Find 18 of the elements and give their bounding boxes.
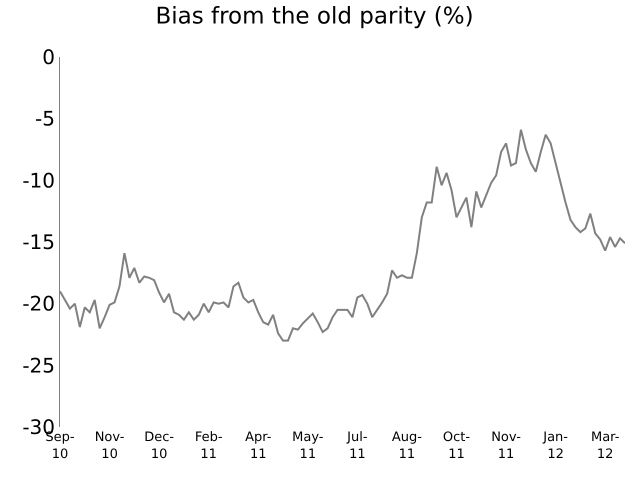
y-tick-label: -15 (22, 230, 55, 254)
y-tick-label: -10 (22, 168, 55, 192)
x-tick-label: Nov-10 (94, 430, 125, 462)
x-tick-label: Jan-12 (542, 430, 568, 462)
y-tick-label: -5 (35, 106, 55, 131)
x-tick-label: Nov-11 (491, 430, 522, 462)
x-tick-label: Mar-12 (590, 430, 620, 462)
x-tick-label: Dec-10 (144, 430, 174, 462)
x-tick-label: Feb-11 (194, 430, 223, 462)
x-tick-label: Apr-11 (245, 430, 272, 462)
x-tick-label: Aug-11 (392, 430, 422, 462)
y-tick-label: -25 (22, 353, 55, 378)
chart-title: Bias from the old parity (%) (155, 3, 474, 30)
y-tick-label: -20 (22, 292, 55, 316)
y-tick-label: 0 (42, 45, 55, 69)
x-tick-label: May-11 (292, 430, 324, 462)
x-tick-label: Jul-11 (346, 430, 368, 462)
x-tick-label: Oct-11 (442, 430, 470, 462)
